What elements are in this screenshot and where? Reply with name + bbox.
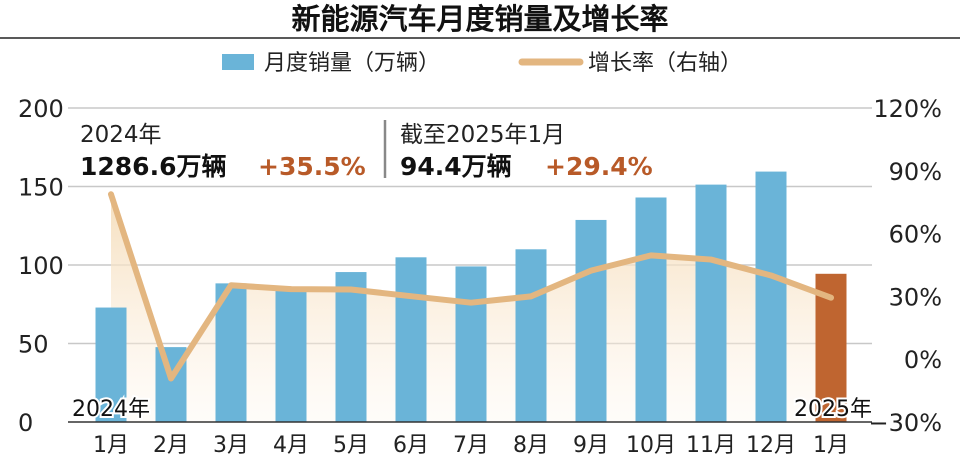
y-left-tick-label: 0 — [18, 409, 33, 437]
annotation-2025-heading: 截至2025年1月 — [400, 122, 565, 148]
growth-point-12 — [768, 272, 774, 279]
growth-point-8 — [528, 293, 534, 300]
bar-5 — [335, 272, 367, 422]
y-right-tick-label: 120% — [873, 95, 942, 123]
x-tick-label: 5月 — [333, 433, 369, 458]
x-tick-label: 3月 — [213, 433, 249, 458]
legend: 月度销量（万辆） 增长率（右轴） — [222, 51, 742, 76]
annotation-2025-total: 94.4万辆 — [400, 152, 512, 181]
annotation-2024-total: 1286.6万辆 — [80, 152, 226, 181]
growth-point-3 — [228, 282, 234, 289]
bar-10 — [635, 197, 667, 422]
y-left-tick-label: 50 — [18, 331, 49, 359]
x-tick-label: 11月 — [686, 433, 736, 458]
x-tick-label: 1月 — [813, 433, 849, 458]
year-label-start: 2024年 — [72, 397, 150, 422]
y-right-tick-label: 0% — [904, 346, 942, 374]
bar-12 — [755, 171, 787, 422]
growth-point-13 — [828, 294, 834, 301]
y-right-tick-label: 60% — [889, 221, 942, 249]
growth-point-4 — [288, 286, 294, 292]
growth-point-2 — [168, 375, 174, 382]
annotation-2024: 2024年 1286.6万辆 +35.5% — [80, 122, 366, 181]
bar-11 — [695, 184, 727, 422]
bar-4 — [275, 288, 307, 422]
annotation-2024-heading: 2024年 — [80, 122, 162, 148]
legend-label-line: 增长率（右轴） — [588, 51, 742, 76]
chart-title: 新能源汽车月度销量及增长率 — [291, 2, 668, 36]
growth-point-6 — [408, 293, 414, 299]
y-left-tick-label: 200 — [18, 95, 64, 123]
growth-point-1 — [108, 191, 114, 198]
y-left-tick-label: 150 — [18, 174, 64, 202]
y-right-tick-label: −30% — [869, 409, 942, 437]
annotation-2025-growth: +29.4% — [545, 152, 653, 181]
legend-swatch-bar — [222, 54, 254, 70]
growth-point-7 — [468, 299, 474, 306]
annotation-2024-growth: +35.5% — [258, 152, 366, 181]
x-tick-label: 8月 — [513, 433, 549, 458]
x-tick-label: 7月 — [453, 433, 489, 458]
growth-point-10 — [648, 252, 654, 259]
bar-8 — [515, 249, 547, 422]
x-tick-label: 12月 — [746, 433, 796, 458]
axes: 0 50 100 150 200 −30% 0% 30% 60% 90% 120% 1月 2月 3月 4月 5… — [18, 95, 942, 458]
y-right-tick-label: 90% — [889, 158, 942, 186]
legend-label-bar: 月度销量（万辆） — [264, 51, 440, 76]
y-right-tick-label: 30% — [889, 283, 942, 311]
x-tick-label: 6月 — [393, 433, 429, 458]
bar-9 — [575, 219, 607, 422]
growth-point-5 — [348, 286, 354, 293]
growth-point-11 — [708, 256, 714, 263]
x-tick-label: 2月 — [153, 433, 189, 458]
growth-line — [108, 191, 834, 382]
x-tick-label: 1月 — [93, 433, 129, 458]
bar-7 — [455, 266, 487, 422]
year-label-end: 2025年 — [794, 397, 872, 422]
growth-point-9 — [588, 267, 594, 274]
x-tick-label: 9月 — [573, 433, 609, 458]
annotation-2025: 截至2025年1月 94.4万辆 +29.4% — [400, 122, 653, 181]
x-tick-label: 10月 — [626, 433, 676, 458]
y-left-tick-label: 100 — [18, 252, 64, 280]
bar-1 — [95, 307, 127, 422]
bar-6 — [395, 257, 427, 422]
x-tick-label: 4月 — [273, 433, 309, 458]
sales-bars — [95, 171, 847, 422]
